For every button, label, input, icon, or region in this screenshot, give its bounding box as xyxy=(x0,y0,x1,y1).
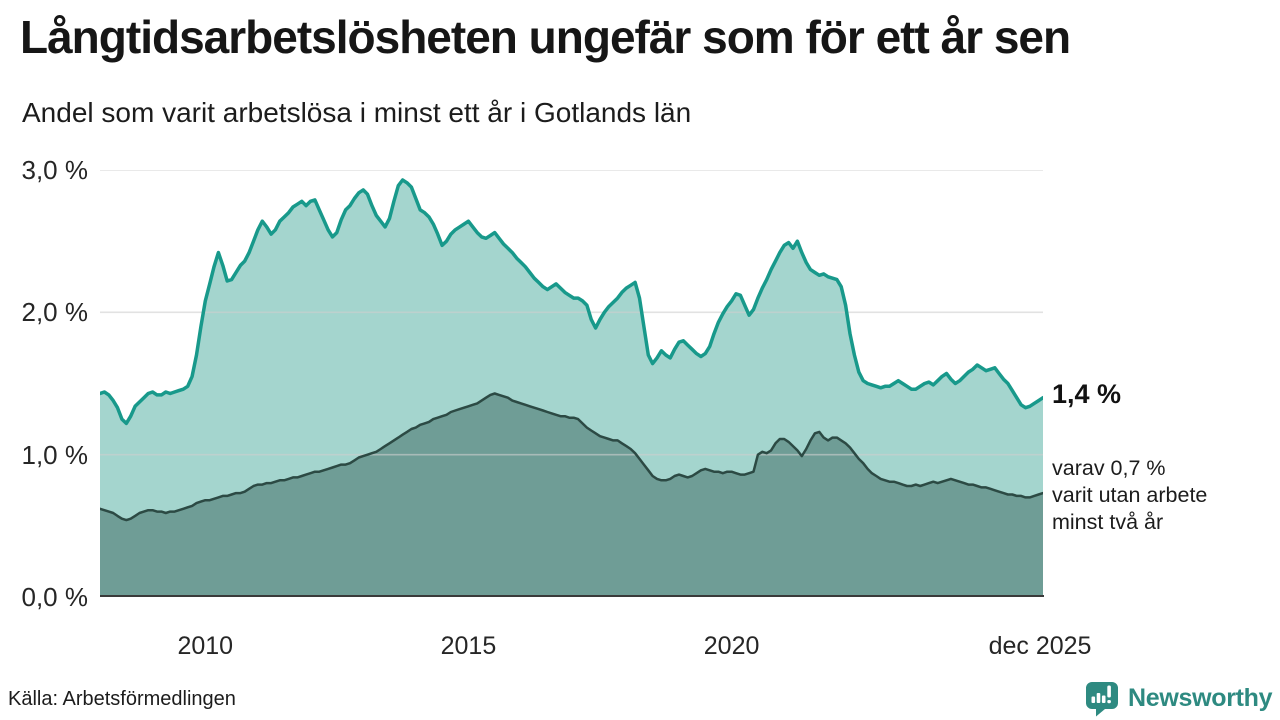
page-subtitle: Andel som varit arbetslösa i minst ett å… xyxy=(22,97,692,128)
y-tick-label-10: 1,0 % xyxy=(21,439,89,470)
y-tick-label-00: 0,0 % xyxy=(21,582,89,612)
end-note-line-3: minst två år xyxy=(1052,510,1164,534)
x-tick-label-2010: 2010 xyxy=(177,632,234,660)
end-note-annotation: varav 0,7 % varit utan arbete minst två … xyxy=(1052,455,1207,536)
source-text: Källa: Arbetsförmedlingen xyxy=(8,688,236,710)
newsworthy-wordmark: Newsworthy xyxy=(1128,684,1273,712)
end-value-annotation: 1,4 % xyxy=(1052,379,1122,409)
y-tick-label-20: 2,0 % xyxy=(21,297,89,328)
end-note-line-2: varit utan arbete xyxy=(1052,483,1208,507)
x-tick-label-2020: 2020 xyxy=(703,632,760,660)
end-note-line-1: varav 0,7 % xyxy=(1052,456,1166,480)
area-fill-series-2 xyxy=(100,393,1043,597)
page-title: Långtidsarbetslösheten ungefär som för e… xyxy=(20,11,1071,63)
line-series-2 xyxy=(100,392,1043,522)
x-tick-label-dec-2025: dec 2025 xyxy=(988,632,1092,660)
x-tick-label-2015: 2015 xyxy=(440,632,497,660)
plot-svg xyxy=(100,170,1043,597)
y-tick-label-30: 3,0 % xyxy=(21,155,89,185)
line-series-1 xyxy=(100,178,1043,426)
newsworthy-logo: Newsworthy xyxy=(1083,680,1273,717)
chart-plot-area xyxy=(100,170,1043,597)
newsworthy-icon xyxy=(1086,682,1118,717)
x-axis-baseline xyxy=(100,595,1044,597)
